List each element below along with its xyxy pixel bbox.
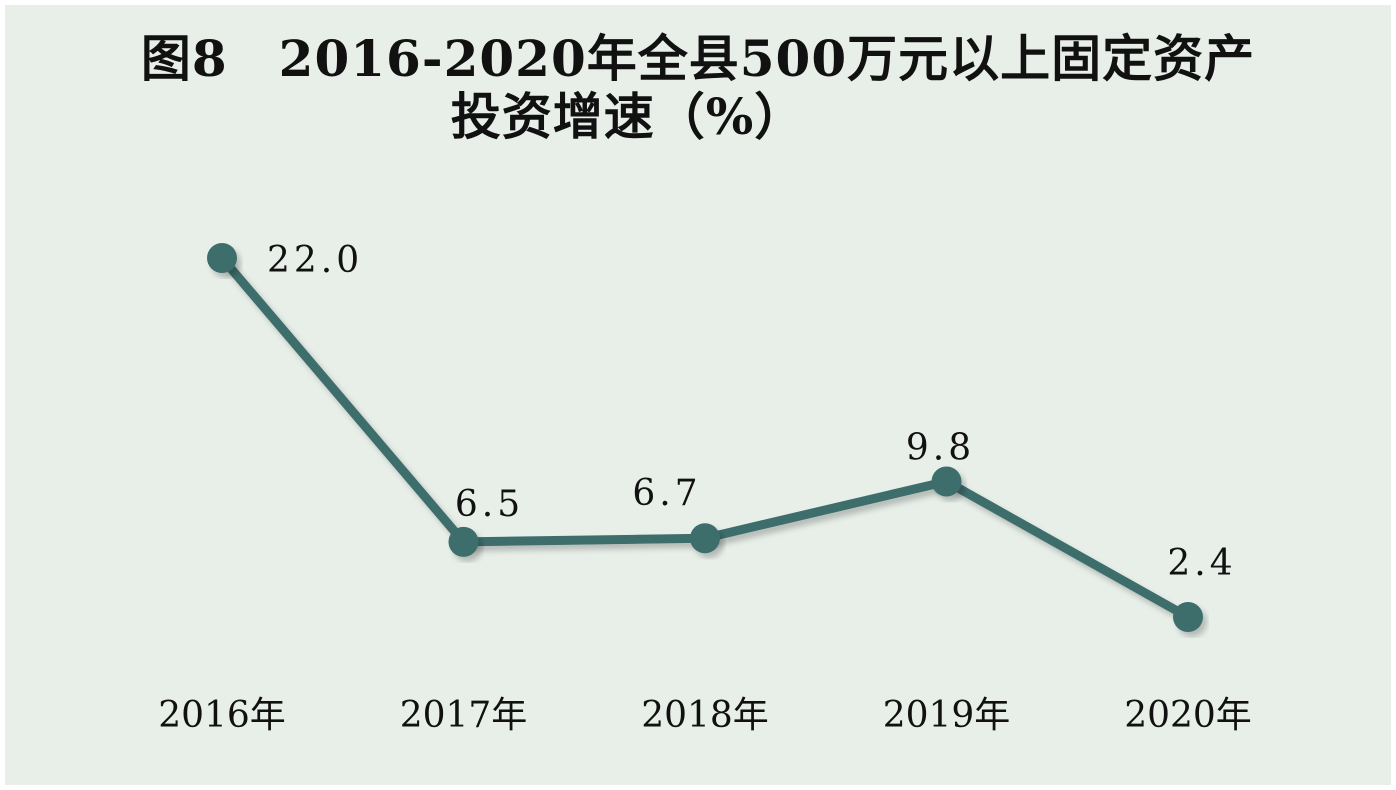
data-label: 9.8 bbox=[906, 427, 975, 468]
data-point-marker bbox=[931, 466, 962, 497]
data-label: 2.4 bbox=[1167, 543, 1236, 584]
x-tick-label: 2019年 bbox=[883, 695, 1011, 736]
data-point-marker bbox=[690, 523, 720, 554]
data-label: 22.0 bbox=[267, 240, 363, 281]
chart-background bbox=[5, 5, 1391, 785]
data-point-marker bbox=[207, 243, 237, 273]
series-line bbox=[217, 253, 1193, 622]
chart-title-line-1: 图8 2016-2020年全县500万元以上固定资产 bbox=[140, 29, 1256, 88]
x-axis: 2016年 2017年 2018年 2019年 2020年 bbox=[158, 695, 1252, 736]
x-tick-label: 2017年 bbox=[400, 695, 528, 736]
chart-title: 图8 2016-2020年全县500万元以上固定资产 投资增速（%） bbox=[0, 30, 1396, 146]
x-tick-label: 2016年 bbox=[158, 695, 286, 736]
data-label: 6.5 bbox=[455, 484, 524, 525]
data-labels-group: 22.0 6.5 6.7 9.8 2.4 bbox=[267, 240, 1236, 584]
data-point-marker bbox=[1173, 602, 1203, 632]
data-point-marker bbox=[448, 526, 479, 557]
chart-title-line-2: 投资增速（%） bbox=[450, 87, 806, 146]
series-group bbox=[207, 243, 1203, 632]
x-tick-label: 2020年 bbox=[1124, 695, 1252, 736]
data-label: 6.7 bbox=[632, 473, 701, 514]
x-tick-label: 2018年 bbox=[641, 695, 769, 736]
